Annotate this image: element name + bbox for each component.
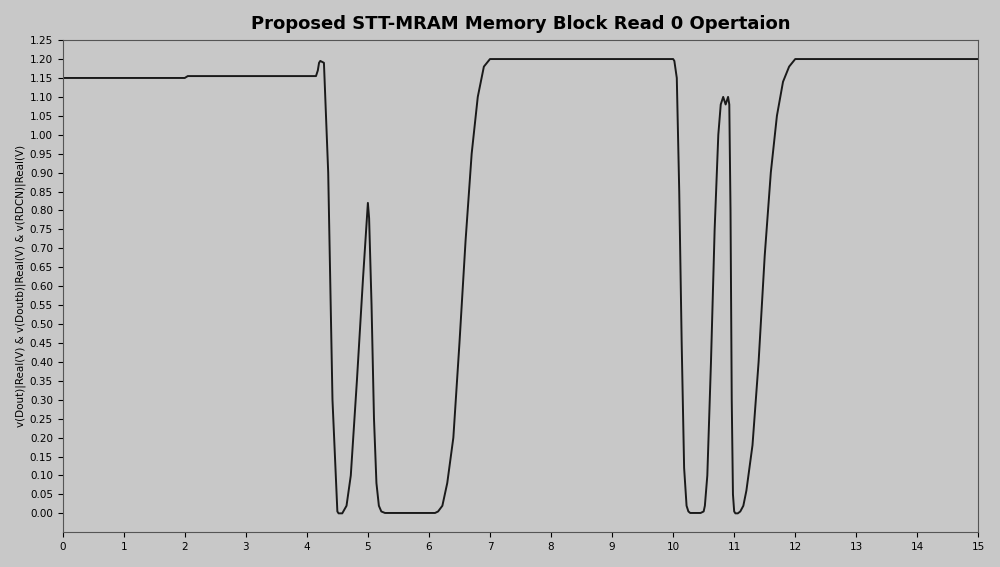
Y-axis label: v(Dout)|Real(V) & v(Doutb)|Real(V) & v(RDCN)|Real(V): v(Dout)|Real(V) & v(Doutb)|Real(V) & v(R…	[15, 145, 26, 428]
Title: Proposed STT-MRAM Memory Block Read 0 Opertaion: Proposed STT-MRAM Memory Block Read 0 Op…	[251, 15, 790, 33]
